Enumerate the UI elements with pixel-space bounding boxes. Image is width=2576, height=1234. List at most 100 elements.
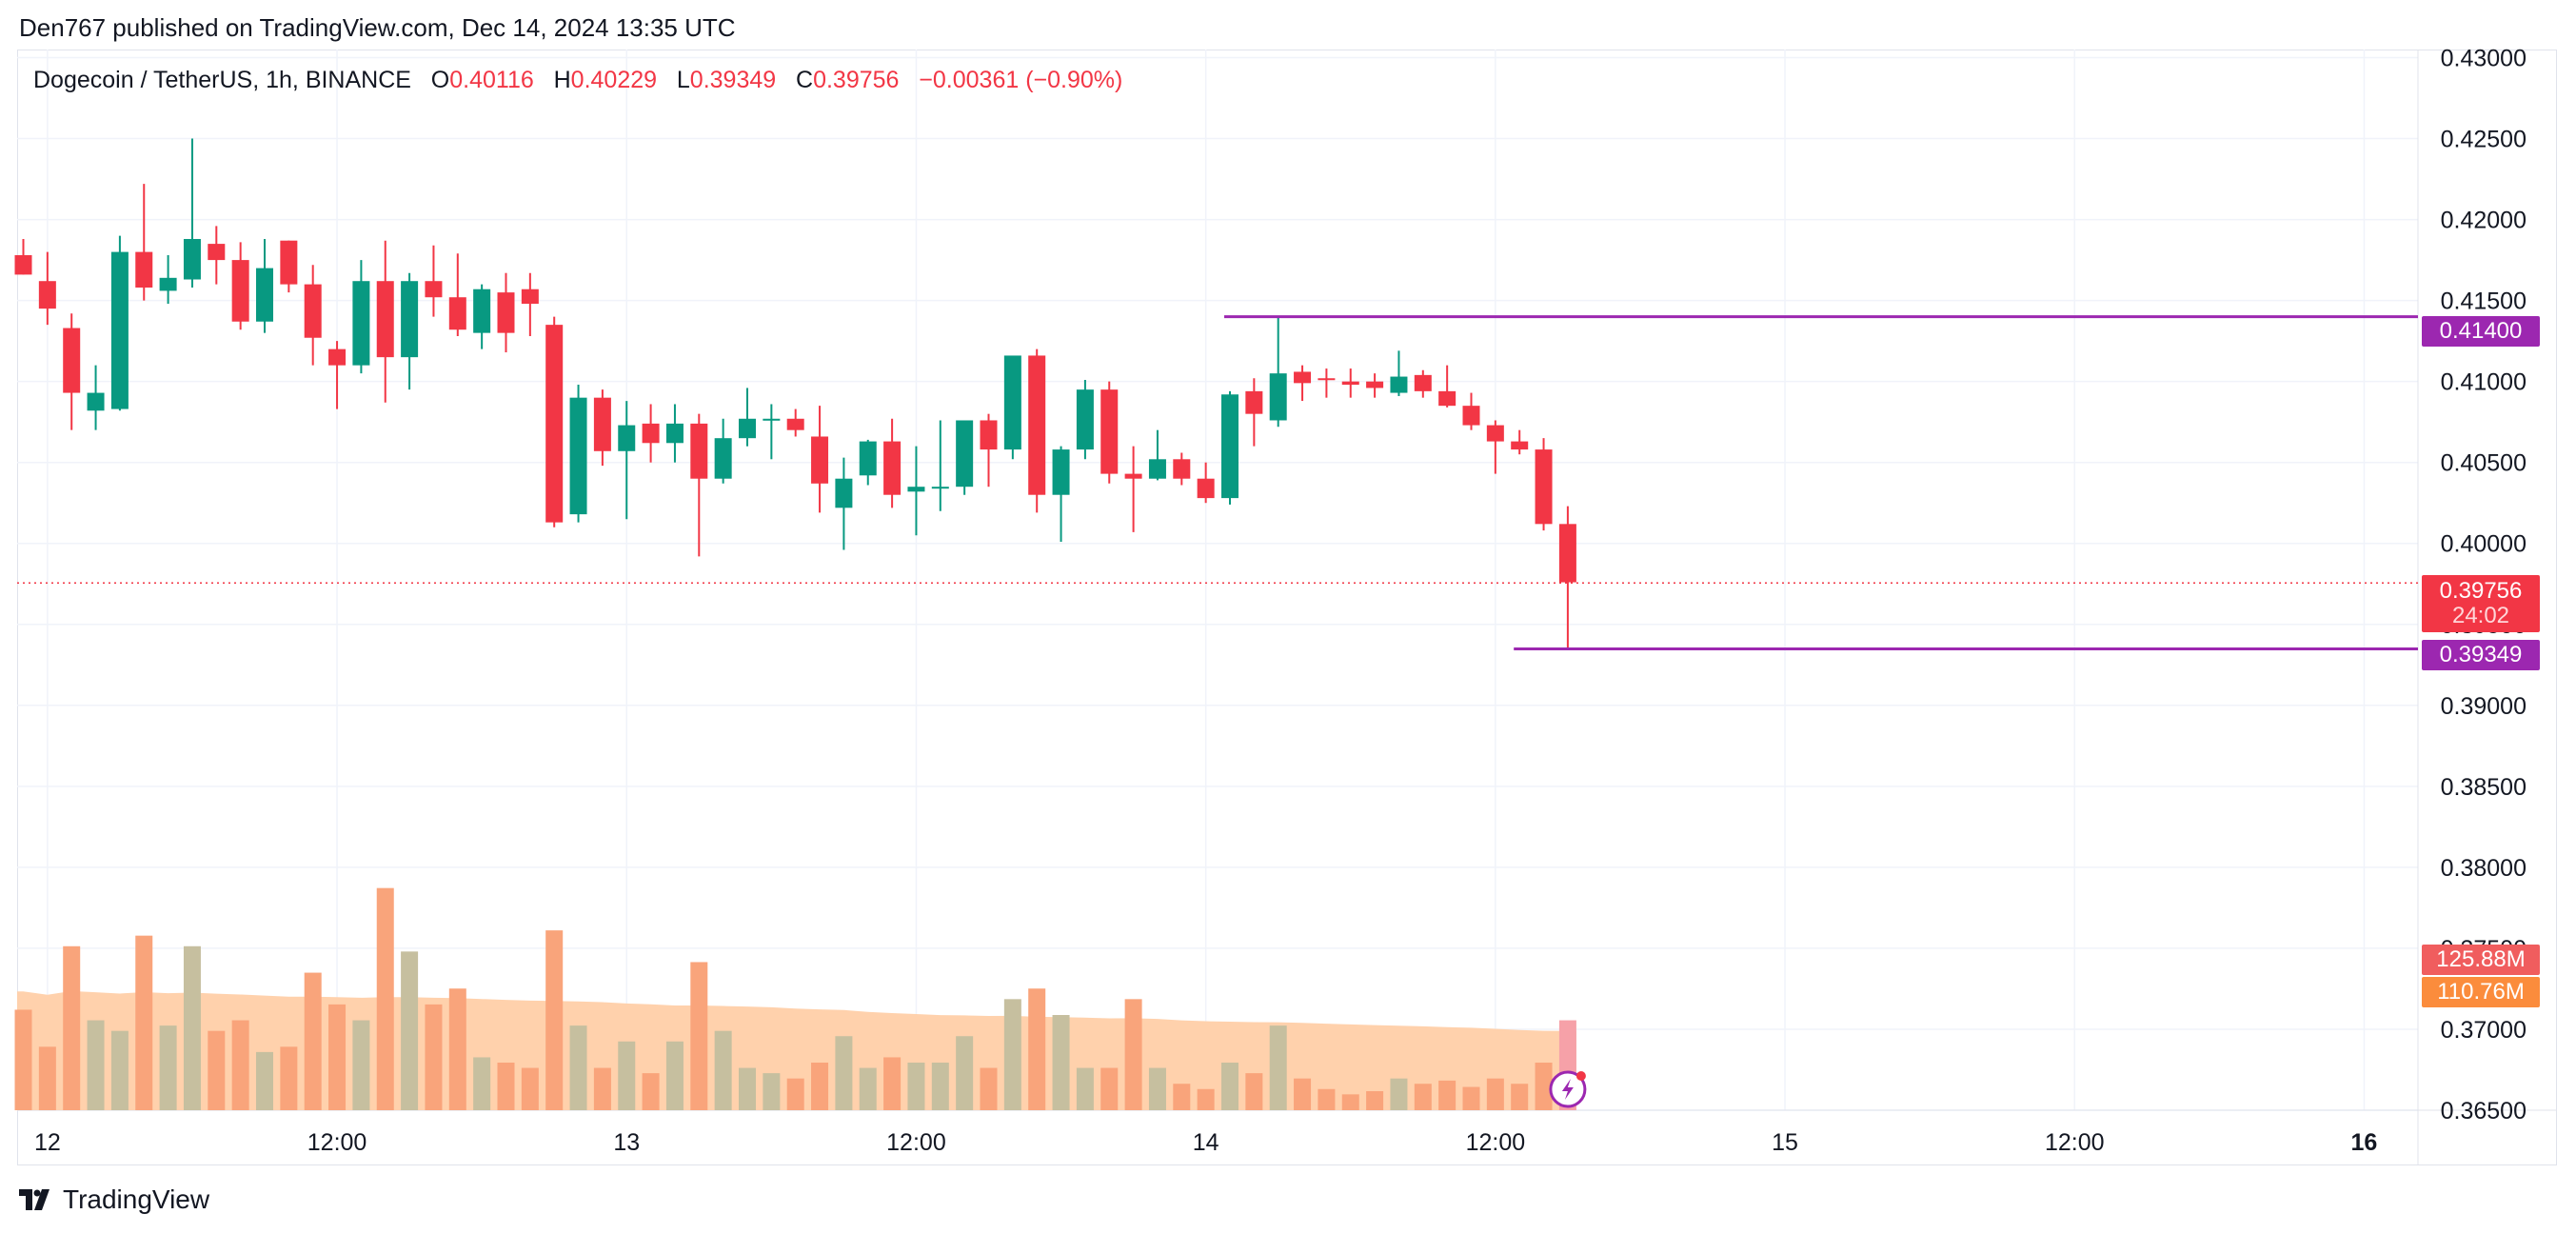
candle <box>1197 462 1215 504</box>
y-tick-label: 0.37000 <box>2441 1017 2526 1044</box>
candle <box>786 408 804 437</box>
x-tick-label: 12:00 <box>2045 1129 2105 1156</box>
volume-bar <box>497 1063 515 1110</box>
tradingview-logo-icon <box>19 1189 50 1210</box>
published-by-text: Den767 published on TradingView.com, Dec… <box>19 13 736 42</box>
legend-symbol: Dogecoin / TetherUS, 1h, BINANCE <box>33 67 411 93</box>
candle <box>135 184 153 301</box>
candle-body <box>1221 394 1238 499</box>
volume-bar <box>352 1020 370 1110</box>
candle-body <box>883 441 902 495</box>
volume-bar <box>1100 1067 1119 1110</box>
volume-bar <box>1366 1091 1384 1110</box>
volume-bar <box>931 1063 949 1110</box>
candle <box>497 272 515 353</box>
candle <box>1269 316 1287 428</box>
candle <box>1076 379 1094 460</box>
candle <box>1003 355 1021 460</box>
footer-brand[interactable]: TradingView <box>19 1184 209 1215</box>
candle-body <box>425 281 443 298</box>
candle-body <box>739 418 756 439</box>
candle-body <box>714 438 732 479</box>
volume-bar <box>1511 1084 1529 1110</box>
volume-bar <box>811 1063 829 1110</box>
volume-bar <box>1438 1080 1456 1110</box>
legend-close: 0.39756 <box>813 67 900 93</box>
current-price-value: 0.39756 <box>2439 578 2523 604</box>
candle <box>569 385 587 523</box>
volume-bar <box>521 1067 539 1110</box>
volume-bar <box>1124 999 1142 1110</box>
volume-bar <box>1535 1063 1553 1110</box>
chart-frame[interactable] <box>17 50 2557 1165</box>
volume-bar <box>593 1067 611 1110</box>
candle-body <box>618 425 636 451</box>
candle <box>376 240 394 403</box>
candle-body <box>401 281 419 358</box>
y-tick-label: 0.36500 <box>2441 1098 2526 1125</box>
candle-body <box>135 251 153 289</box>
candle <box>14 238 32 275</box>
volume-bar <box>545 930 564 1110</box>
candle-body <box>786 418 804 430</box>
candle-body <box>690 423 708 479</box>
volume-bar <box>1076 1067 1094 1110</box>
candle <box>1486 420 1504 474</box>
volume-bar <box>110 1030 129 1110</box>
candle-body <box>1100 389 1119 474</box>
candle <box>1511 429 1529 455</box>
time-axis: 12 12:00 13 12:00 14 12:00 15 12:00 16 <box>34 1129 2377 1156</box>
volume-bars <box>14 887 1576 1110</box>
candle <box>208 226 226 285</box>
legend-high: 0.40229 <box>570 67 658 93</box>
y-tick-label: 0.41500 <box>2441 289 2526 315</box>
candle-body <box>256 268 273 322</box>
candle-body <box>1028 355 1046 495</box>
volume-bar <box>448 988 466 1110</box>
candle <box>110 235 129 411</box>
volume-bar <box>665 1041 684 1110</box>
volume-bar <box>1414 1084 1432 1110</box>
candle-body <box>545 325 564 523</box>
volume-bar <box>714 1030 732 1110</box>
y-tick-label: 0.42500 <box>2441 127 2526 153</box>
volume-bar <box>980 1067 998 1110</box>
candle-body <box>1003 355 1021 450</box>
volume-bar <box>14 1009 32 1110</box>
candle <box>811 406 829 513</box>
y-tick-label: 0.38000 <box>2441 855 2526 882</box>
volume-bar <box>280 1046 298 1110</box>
volume-bar <box>1245 1073 1263 1110</box>
candle <box>835 457 853 550</box>
candle <box>1294 365 1312 402</box>
candle <box>1124 446 1142 532</box>
candle <box>1245 378 1263 447</box>
volume-bar <box>1028 988 1046 1110</box>
candle-body <box>1245 390 1263 414</box>
volume-bar <box>956 1036 974 1110</box>
x-tick-label: 13 <box>613 1129 640 1156</box>
volume-bar <box>231 1020 249 1110</box>
candle-body <box>1462 406 1480 426</box>
candle-body <box>907 487 925 492</box>
candle-body <box>280 240 298 285</box>
candle-body <box>956 420 974 488</box>
candle-body <box>763 418 781 421</box>
candle <box>473 284 491 349</box>
x-tick-label: 12:00 <box>886 1129 946 1156</box>
volume-bar <box>256 1051 273 1110</box>
candle-body <box>1535 449 1553 525</box>
volume-bar <box>1390 1078 1408 1110</box>
candle-body <box>448 297 466 330</box>
candle-body <box>1511 441 1529 450</box>
y-tick-label: 0.42000 <box>2441 208 2526 234</box>
candle-body <box>1438 390 1456 407</box>
lightning-icon[interactable] <box>1549 1070 1587 1108</box>
volume-bar <box>835 1036 853 1110</box>
candle-body <box>1414 374 1432 391</box>
candle-body <box>1390 376 1408 393</box>
candle-body <box>980 420 998 450</box>
candle <box>448 253 466 337</box>
legend-open-label: O <box>430 67 450 93</box>
